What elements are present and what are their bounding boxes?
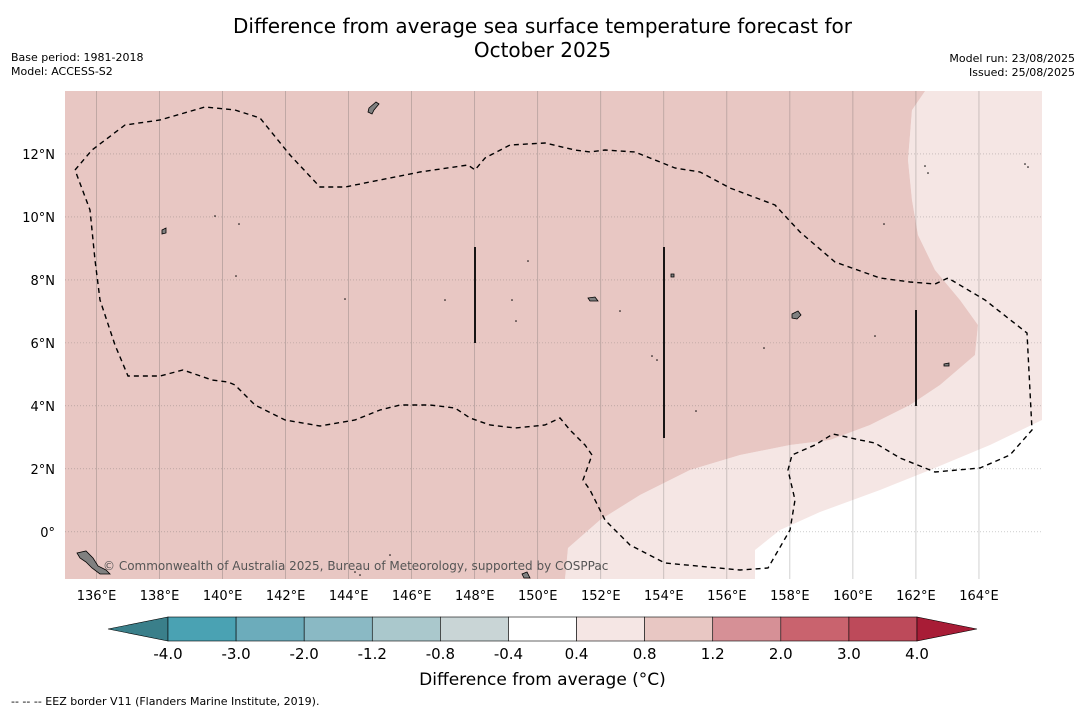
colorbar-bin [371,616,441,642]
latitude-labels: 12°N 10°N 8°N 6°N 4°N 2°N 0° [22,148,55,541]
anomaly-0.8-1.2-area [65,91,978,579]
longitude-labels: 136°E 138°E 140°E 142°E 144°E 146°E 148°E 150°E… [77,589,999,604]
latitude-label: 6°N [31,337,56,352]
eez-footnote: -- -- -- EEZ border V11 (Flanders Marine… [11,695,320,708]
colorbar-bin [440,616,509,642]
colorbar-bin [848,616,918,642]
longitude-label: 136°E [77,589,117,604]
colorbar-bin [167,616,237,642]
longitude-label: 154°E [644,589,684,604]
colorbar-bin [780,616,850,642]
colorbar-tick-label: 3.0 [837,645,861,663]
longitude-label: 162°E [896,589,936,604]
eez-border-north [74,106,1033,571]
colorbar-tick-label: 1.2 [701,645,725,663]
title-line-1: Difference from average sea surface temp… [232,14,852,38]
longitude-label: 158°E [770,589,810,604]
map-body: © Commonwealth of Australia 2025, Bureau… [65,91,1042,579]
island-east [791,310,802,320]
colorbar-tick-label: -0.8 [426,645,455,663]
latitude-label: 0° [40,526,55,541]
colorbar-tick-label: -2.0 [290,645,319,663]
atolls [214,163,1029,576]
base-period: Base period: 1981-2018 [11,51,144,64]
model-run-date: Model run: 23/08/2025 [949,52,1075,65]
island-far-east [943,362,950,367]
latitude-label: 4°N [31,400,56,415]
island-north [367,101,380,115]
colorbar-tick-label: -4.0 [153,645,182,663]
island-southwest [76,550,111,575]
title-line-2: October 2025 [473,38,612,62]
chart-title: Difference from average sea surface temp… [0,14,1085,62]
base-info: Base period: 1981-2018 Model: ACCESS-S2 [11,51,143,79]
colorbar-bin [644,616,714,642]
model-name: Model: ACCESS-S2 [11,65,113,78]
longitude-label: 150°E [518,589,558,604]
colorbar-tick-label: -1.2 [358,645,387,663]
colorbar-bin [508,616,577,642]
colorbar-tick-label: 0.8 [633,645,657,663]
colorbar-extend-low [107,616,169,642]
colorbar-tick-label: 0.4 [565,645,589,663]
longitude-label: 142°E [266,589,306,604]
colorbar-tick-label: -3.0 [221,645,250,663]
colorbar-tick-label: -0.4 [494,645,523,663]
colorbar-tick-label: 4.0 [905,645,929,663]
colorbar-title: Difference from average (°C) [419,670,666,690]
latitude-label: 10°N [22,211,55,226]
copyright-credit: © Commonwealth of Australia 2025, Bureau… [103,559,608,573]
anomaly-0.4-0.8-area [565,91,1042,579]
colorbar-bin [576,616,645,642]
longitude-label: 160°E [833,589,873,604]
colorbar-bin [712,616,782,642]
section-lines [474,247,917,438]
colorbar-bin [303,616,373,642]
longitude-label: 146°E [392,589,432,604]
islands [76,101,950,579]
colorbar: -4.0 -3.0 -2.0 -1.2 -0.8 -0.4 0.4 0.8 1.2 2.0 3.0 4… [107,616,978,663]
colorbar-tick-label: 2.0 [769,645,793,663]
colorbar-bin [235,616,305,642]
longitude-label: 138°E [140,589,180,604]
latitude-label: 2°N [31,463,56,478]
eez-border [74,106,1033,571]
latitude-label: 8°N [31,274,56,289]
island-west-1 [161,227,167,235]
island-south-center [521,571,531,579]
longitude-label: 144°E [329,589,369,604]
issued-date: Issued: 25/08/2025 [968,66,1075,79]
graticule [65,91,1042,579]
colorbar-extend-high [916,616,978,642]
latitude-label: 12°N [22,148,55,163]
longitude-label: 156°E [707,589,747,604]
longitude-label: 152°E [581,589,621,604]
island-cluster-1 [587,296,599,302]
island-dot-1 [670,273,675,278]
longitude-label: 140°E [203,589,243,604]
longitude-label: 164°E [959,589,999,604]
longitude-label: 148°E [455,589,495,604]
run-info: Model run: 23/08/2025 Issued: 25/08/2025 [949,52,1075,80]
